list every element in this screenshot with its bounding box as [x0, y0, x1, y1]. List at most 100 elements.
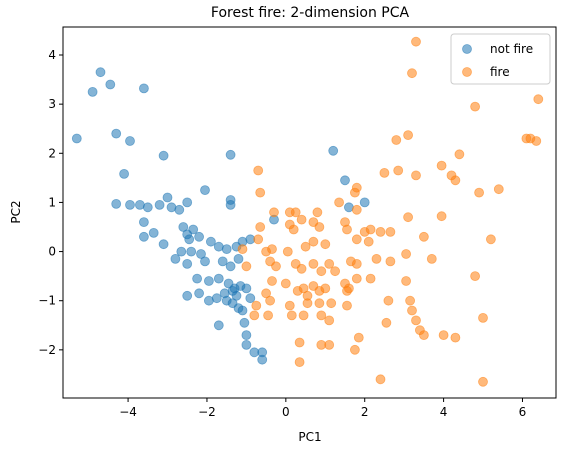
point-fire-107: [353, 332, 364, 343]
point-not-fire-2: [95, 67, 106, 78]
point-not-fire-45: [225, 261, 236, 272]
point-not-fire-26: [158, 239, 169, 250]
point-fire-40: [375, 226, 386, 237]
point-fire-7: [403, 130, 414, 141]
y-tick-label-3: 1: [48, 195, 56, 209]
point-fire-112: [414, 325, 425, 336]
point-fire-95: [249, 310, 260, 321]
point-fire-111: [349, 344, 360, 355]
point-not-fire-56: [211, 293, 222, 304]
point-fire-2: [470, 101, 481, 112]
points-layer: [71, 36, 544, 387]
legend-label-not-fire: not fire: [490, 42, 533, 56]
point-not-fire-64: [245, 293, 256, 304]
point-not-fire-34: [186, 246, 197, 257]
point-not-fire-11: [111, 198, 122, 209]
point-fire-25: [253, 165, 264, 176]
point-fire-42: [418, 231, 429, 242]
point-fire-64: [271, 261, 281, 272]
x-tick-label-0: −4: [119, 405, 137, 419]
point-fire-27: [269, 207, 279, 218]
point-fire-78: [401, 276, 412, 286]
point-fire-44: [351, 234, 362, 245]
point-fire-63: [426, 253, 437, 264]
point-not-fire-43: [200, 256, 210, 267]
point-fire-47: [320, 239, 331, 250]
point-fire-72: [280, 278, 291, 289]
point-fire-96: [263, 310, 274, 321]
point-fire-31: [296, 214, 307, 225]
point-fire-98: [298, 310, 309, 321]
point-not-fire-3: [105, 79, 116, 90]
point-not-fire-10: [328, 145, 339, 156]
plot-area: [62, 26, 557, 399]
point-fire-61: [385, 256, 396, 267]
point-fire-30: [312, 207, 323, 218]
point-not-fire-23: [225, 199, 236, 210]
point-fire-24: [436, 211, 447, 222]
point-not-fire-53: [182, 290, 193, 301]
point-not-fire-9: [225, 149, 236, 160]
point-fire-12: [393, 165, 404, 176]
point-fire-17: [474, 187, 485, 198]
point-fire-92: [314, 298, 325, 309]
point-fire-84: [342, 285, 352, 296]
point-fire-66: [296, 263, 307, 274]
y-tick-label-1: −1: [38, 294, 56, 308]
point-fire-62: [401, 249, 412, 259]
point-fire-36: [314, 222, 325, 232]
point-fire-46: [308, 236, 319, 247]
point-fire-9: [454, 149, 465, 160]
point-not-fire-37: [221, 244, 232, 255]
point-not-fire-17: [162, 192, 173, 203]
point-not-fire-48: [203, 276, 214, 286]
point-fire-87: [407, 305, 417, 316]
point-fire-59: [351, 258, 362, 269]
x-tick-label-5: 6: [519, 405, 527, 419]
point-fire-54: [282, 246, 293, 257]
y-tick-label-2: 0: [48, 245, 56, 259]
point-fire-110: [324, 339, 335, 350]
point-not-fire-1: [87, 87, 98, 97]
point-fire-102: [411, 315, 421, 326]
y-tick-label-5: 3: [48, 97, 56, 111]
legend: not fire fire: [450, 33, 551, 85]
point-not-fire-42: [182, 258, 193, 269]
legend-marker-fire: [462, 67, 472, 77]
point-not-fire-5: [111, 128, 122, 139]
point-not-fire-65: [213, 320, 224, 331]
point-fire-79: [470, 271, 481, 282]
point-not-fire-7: [119, 168, 129, 179]
point-not-fire-32: [205, 236, 216, 247]
point-not-fire-54: [194, 288, 205, 299]
point-fire-97: [286, 310, 297, 321]
point-not-fire-12: [125, 199, 135, 210]
point-fire-108: [294, 337, 305, 348]
point-not-fire-21: [200, 185, 210, 196]
point-not-fire-68: [241, 330, 252, 341]
point-not-fire-20: [182, 197, 193, 208]
y-tick-label-4: 2: [48, 146, 56, 160]
x-tick-label-2: 0: [282, 405, 290, 419]
point-fire-3: [533, 94, 544, 105]
point-fire-69: [351, 273, 362, 284]
x-tick-label-4: 4: [440, 405, 448, 419]
point-fire-35: [288, 224, 299, 235]
x-tick-label-1: −2: [198, 405, 216, 419]
point-fire-114: [375, 374, 386, 385]
point-fire-67: [316, 266, 327, 277]
point-not-fire-19: [174, 204, 185, 215]
point-fire-91: [302, 298, 313, 309]
point-not-fire-31: [194, 231, 205, 242]
point-fire-88: [251, 300, 262, 311]
point-not-fire-6: [125, 136, 135, 146]
point-fire-41: [385, 226, 396, 237]
point-fire-39: [365, 224, 376, 235]
y-axis-label: PC2: [9, 200, 23, 223]
point-not-fire-63: [241, 283, 252, 294]
point-fire-49: [237, 244, 248, 255]
point-fire-45: [363, 236, 374, 247]
point-fire-83: [314, 285, 325, 296]
point-fire-20: [334, 197, 345, 208]
point-fire-89: [265, 295, 276, 306]
